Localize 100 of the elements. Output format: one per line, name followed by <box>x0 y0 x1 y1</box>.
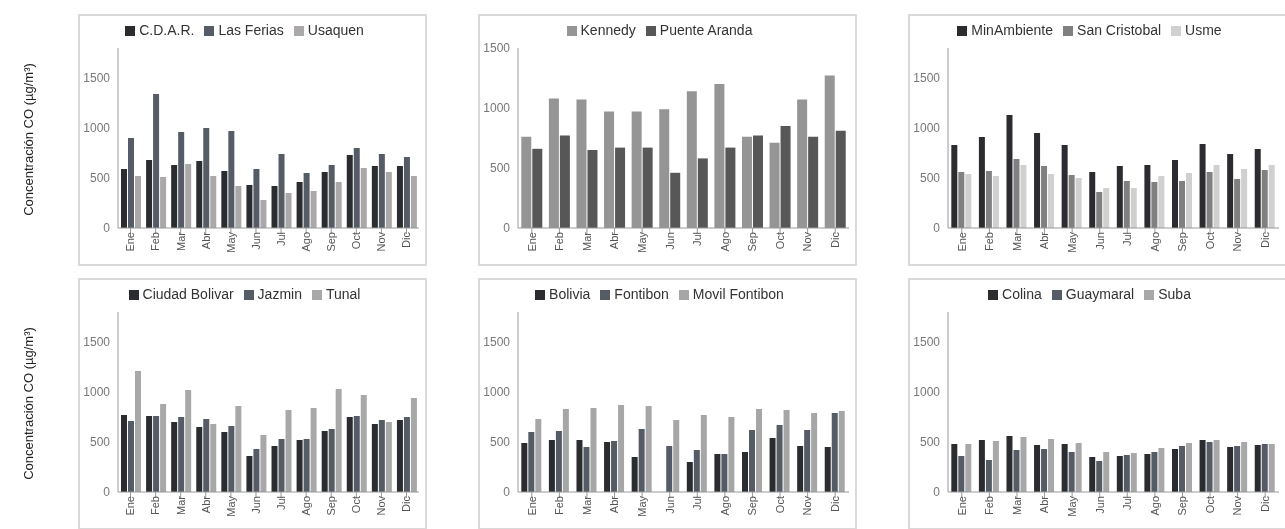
legend-label: Usaquen <box>307 22 364 38</box>
x-tick-label: Sep <box>1176 232 1189 252</box>
bar <box>1158 176 1165 228</box>
bar <box>1068 175 1075 228</box>
bar <box>1234 446 1241 492</box>
bar <box>797 446 804 492</box>
x-tick-label: Jul <box>274 496 287 511</box>
x-tick-label: Oct <box>1203 232 1216 250</box>
y-tick-label: 1000 <box>83 121 111 136</box>
x-tick-label: May <box>224 495 237 517</box>
bar <box>121 415 128 492</box>
bar <box>978 137 985 228</box>
y-tick-label: 1000 <box>913 385 941 400</box>
bar <box>693 450 700 492</box>
bar <box>160 404 167 492</box>
x-tick-label: Jul <box>274 232 287 247</box>
bar <box>303 439 310 492</box>
bar <box>978 440 985 492</box>
x-tick-label: Ene <box>124 496 137 516</box>
bar <box>1254 149 1261 228</box>
x-tick-label: Nov <box>1231 495 1244 516</box>
legend-label: Tunal <box>325 286 361 302</box>
x-tick-label: May <box>224 231 237 253</box>
bar <box>1034 445 1041 492</box>
bar <box>371 166 378 228</box>
bar <box>776 425 783 492</box>
bar <box>135 371 142 492</box>
bar <box>203 128 210 228</box>
y-tick-label: 1000 <box>83 385 111 400</box>
bar <box>1020 165 1027 228</box>
bar <box>831 413 838 492</box>
bar <box>1123 455 1130 492</box>
y-axis-title: Concentración CO (µg/m³) <box>20 326 36 480</box>
x-tick-label: Oct <box>1203 496 1216 514</box>
bar <box>378 154 385 228</box>
y-tick-label: 0 <box>103 485 111 500</box>
bar <box>1034 133 1041 228</box>
x-tick-label: Dic <box>1259 231 1272 248</box>
bar <box>1144 165 1151 228</box>
y-tick-label: 500 <box>919 171 941 186</box>
bar <box>1006 115 1013 228</box>
x-tick-label: Dic <box>400 231 413 248</box>
bar <box>253 449 260 492</box>
x-tick-label: Sep <box>325 496 338 516</box>
bar <box>403 157 410 228</box>
bar <box>278 154 285 228</box>
bar <box>1075 443 1082 492</box>
y-tick-label: 1000 <box>913 121 941 136</box>
bar <box>1227 154 1234 228</box>
x-tick-label: Ene <box>525 232 538 252</box>
bar <box>835 130 846 228</box>
x-tick-label: Feb <box>553 496 566 515</box>
bar <box>228 131 235 228</box>
bar <box>1185 443 1192 492</box>
x-tick-label: Dic <box>829 231 842 248</box>
x-tick-label: Jun <box>1093 232 1106 250</box>
bar <box>1130 188 1137 228</box>
bar <box>321 431 328 492</box>
bar <box>296 182 303 228</box>
x-tick-label: Jun <box>249 232 262 250</box>
y-tick-label: 0 <box>933 221 941 236</box>
legend-label: Kennedy <box>580 22 636 38</box>
bar <box>403 417 410 492</box>
bar <box>153 416 160 492</box>
bar <box>1171 160 1178 228</box>
bar <box>328 165 335 228</box>
bar <box>1041 449 1048 492</box>
bar <box>1178 446 1185 492</box>
y-tick-label: 1500 <box>483 41 511 56</box>
bar <box>631 457 638 492</box>
bar <box>587 150 598 228</box>
x-tick-label: Nov <box>801 495 814 516</box>
bar <box>559 135 570 228</box>
x-tick-label: Nov <box>801 231 814 252</box>
bar <box>590 408 597 492</box>
y-tick-label: 1500 <box>83 335 111 350</box>
bar <box>1171 449 1178 492</box>
bar <box>1096 461 1103 492</box>
bar <box>121 169 128 228</box>
bar <box>548 440 555 492</box>
bar <box>1268 444 1275 492</box>
x-tick-label: Abr <box>199 495 212 514</box>
bar <box>1061 444 1068 492</box>
legend-label: Ciudad Bolivar <box>142 286 234 302</box>
x-tick-label: Mar <box>1010 231 1023 251</box>
bar <box>360 168 367 228</box>
bar <box>1096 192 1103 228</box>
bar <box>642 147 653 228</box>
bar <box>128 138 135 228</box>
bar <box>535 419 542 492</box>
x-tick-label: Oct <box>773 232 786 250</box>
bar <box>1213 165 1220 228</box>
x-tick-label: Nov <box>375 495 388 516</box>
x-tick-label: Jul <box>691 232 704 247</box>
y-tick-label: 0 <box>103 221 111 236</box>
x-tick-label: Ago <box>299 496 312 516</box>
bar <box>673 420 680 492</box>
x-tick-label: Mar <box>580 495 593 515</box>
bar <box>228 426 235 492</box>
bar <box>1254 445 1261 492</box>
